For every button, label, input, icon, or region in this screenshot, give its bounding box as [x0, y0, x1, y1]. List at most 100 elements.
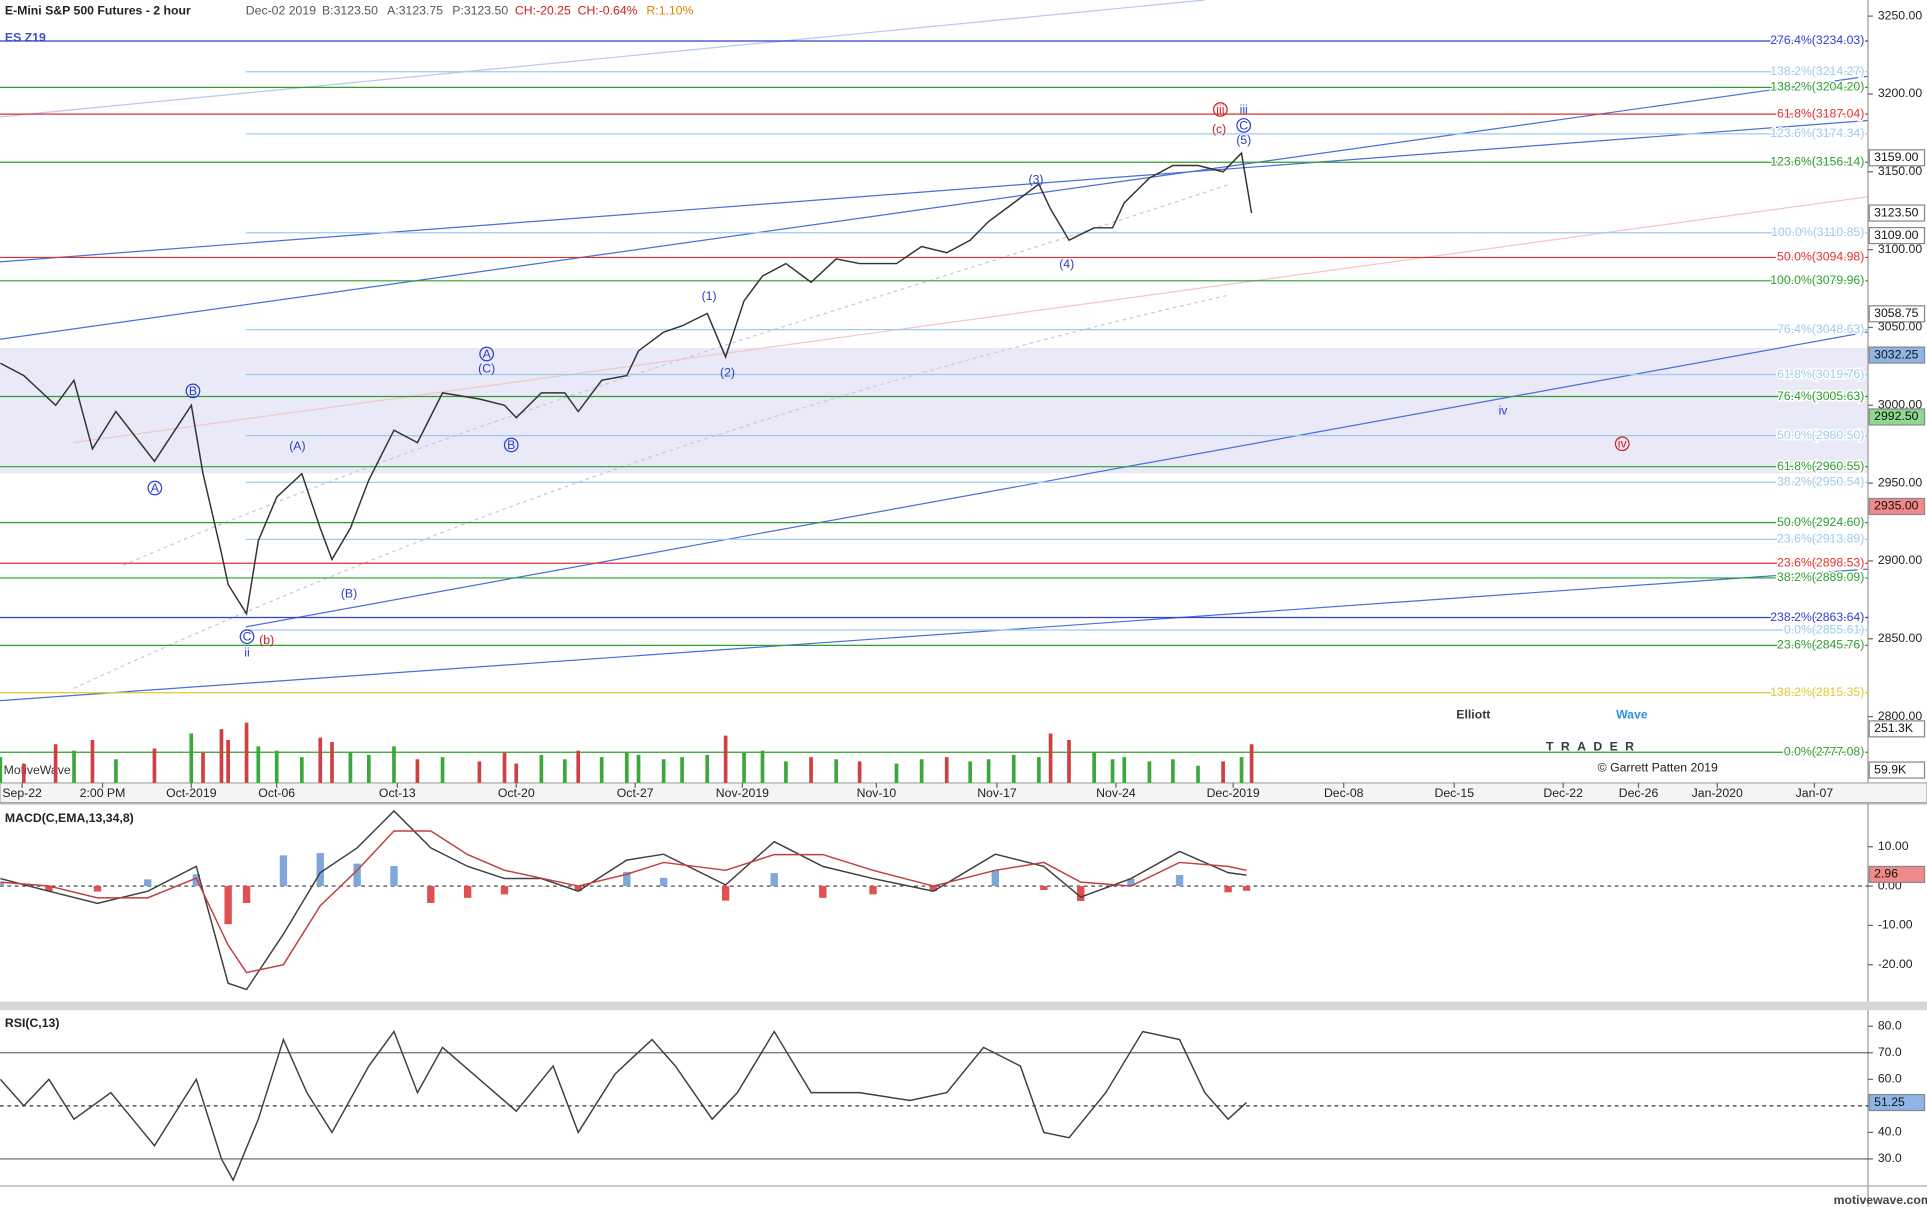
volume-bar	[784, 761, 788, 783]
fib-level-label: 123.6%(3156.14)	[1770, 154, 1864, 168]
y-tick-label: 40.0	[1878, 1125, 1902, 1139]
volume-bar	[636, 754, 641, 783]
wave-label: (b)	[259, 633, 274, 647]
change: CH:-20.25	[515, 3, 571, 17]
price-tag	[1868, 720, 1926, 738]
volume-bar	[514, 763, 519, 783]
fib-level-label: 23.6%(2913.89)	[1777, 532, 1864, 546]
volume-bar	[152, 748, 157, 783]
volume-bar	[1092, 752, 1096, 783]
volume-bar	[1011, 754, 1016, 783]
fib-level-label: 0.0%(2855.61)	[1784, 622, 1864, 636]
title: E-Mini S&P 500 Futures - 2 hour	[5, 3, 191, 17]
y-tick-label: 80.0	[1878, 1018, 1902, 1032]
volume-bar	[72, 750, 76, 783]
volume-bar	[330, 742, 334, 783]
fib-level-label: 276.4%(3234.03)	[1770, 33, 1864, 47]
volume-bar	[680, 757, 684, 783]
volume-bar	[857, 761, 862, 783]
histogram-bar	[0, 882, 5, 887]
volume-bar	[742, 752, 746, 783]
price-tag	[1868, 408, 1926, 426]
volume-bar	[114, 759, 118, 783]
panel-separator	[0, 1001, 1927, 1011]
volume-bar	[968, 761, 973, 783]
histogram-bar	[242, 886, 251, 903]
volume-bar	[576, 750, 581, 783]
date: Dec-02 2019	[246, 3, 316, 17]
series-line	[0, 1030, 1248, 1182]
volume-bar	[1037, 757, 1041, 783]
y-tick-label: 3200.00	[1878, 86, 1923, 100]
volume-bar	[723, 735, 728, 783]
histogram-bar	[1242, 886, 1251, 891]
histogram-bar	[45, 886, 53, 892]
x-tick-label: Dec-08	[1324, 786, 1364, 800]
volume-bar	[256, 746, 261, 783]
x-tick-label: Nov-10	[857, 786, 897, 800]
volume-bar	[21, 763, 26, 783]
logo-text: TRADER	[1546, 740, 1641, 754]
wave-label: (1)	[702, 289, 717, 303]
wave-label: (4)	[1059, 257, 1074, 271]
histogram-bar	[390, 866, 398, 887]
volume-bar	[189, 733, 194, 783]
histogram-bar	[1224, 886, 1232, 893]
price-tag-label: 2.96	[1874, 867, 1898, 881]
price-tag-label: 3123.50	[1874, 205, 1919, 219]
price-tag-label: 2992.50	[1874, 409, 1919, 423]
fib-level-label: 50.0%(2924.60)	[1777, 515, 1864, 529]
volume-bar	[0, 757, 3, 783]
site: motivewave.com	[1834, 1193, 1927, 1207]
wave-circle	[185, 383, 201, 399]
wave-label: B	[189, 384, 197, 398]
volume-bar	[348, 752, 353, 783]
brand: MotiveWave	[4, 763, 71, 777]
volume-bar	[705, 754, 710, 783]
y-tick-label: 70.0	[1878, 1045, 1902, 1059]
volume-bar	[562, 759, 567, 783]
price-tag	[1868, 497, 1926, 516]
volume-bar	[90, 739, 95, 783]
volume-bar	[1221, 761, 1225, 783]
volume-bar	[299, 757, 304, 783]
wave-label: C	[243, 630, 252, 644]
wave-label: iv	[1499, 403, 1509, 417]
fib-level-label: 23.6%(2898.53)	[1777, 555, 1864, 569]
wave-label: ii	[244, 646, 249, 660]
x-tick-label: Dec-2019	[1207, 786, 1260, 800]
wave-circle	[147, 480, 163, 496]
y-tick-label: 2950.00	[1878, 475, 1923, 489]
x-tick-label: Dec-15	[1435, 786, 1475, 800]
histogram-bar	[463, 886, 472, 898]
volume-bar	[392, 746, 396, 783]
y-tick-label: 10.00	[1878, 839, 1909, 853]
moving-average	[73, 294, 1230, 689]
logo-text: Wave	[1616, 708, 1648, 722]
price-tag	[1868, 761, 1926, 779]
x-tick-label: Nov-24	[1096, 786, 1136, 800]
volume-bar	[760, 750, 765, 783]
histogram-bar	[574, 886, 582, 892]
volume-bar	[502, 752, 507, 783]
price-tag	[1868, 149, 1926, 167]
wave-label: iv	[1618, 437, 1628, 451]
x-tick-label: Dec-26	[1619, 786, 1659, 800]
volume-bar	[318, 737, 323, 783]
histogram-bar	[1175, 875, 1184, 887]
volume-bar	[1048, 733, 1053, 783]
volume-bar	[1067, 739, 1071, 783]
volume-bar	[986, 759, 991, 783]
wave-label: A	[151, 481, 160, 495]
volume-bar	[367, 754, 371, 783]
fib-level-label: 123.6%(3174.34)	[1770, 126, 1864, 140]
volume-bar	[1239, 757, 1244, 783]
histogram-bar	[144, 879, 152, 887]
histogram-bar	[500, 886, 509, 895]
wave-label: B	[507, 438, 515, 452]
price-tag	[1868, 346, 1926, 364]
wave-circle	[239, 629, 255, 645]
volume-bar	[244, 722, 249, 783]
histogram-bar	[929, 886, 938, 892]
